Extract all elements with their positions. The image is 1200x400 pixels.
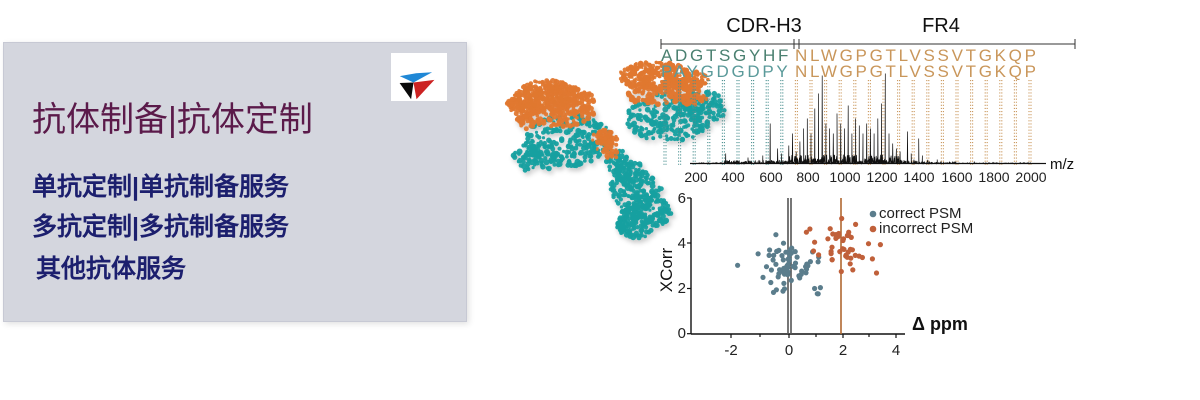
- svg-text:400: 400: [721, 169, 745, 185]
- svg-text:4: 4: [678, 235, 686, 252]
- svg-text:m/z: m/z: [1050, 156, 1074, 173]
- svg-text:6: 6: [678, 190, 686, 207]
- svg-text:2: 2: [839, 342, 847, 359]
- svg-text:2000: 2000: [1015, 169, 1046, 185]
- svg-text:4: 4: [892, 342, 900, 359]
- svg-text:NLWGPGTLVSSVTGKQP: NLWGPGTLVSSVTGKQP: [795, 62, 1039, 81]
- svg-text:200: 200: [684, 169, 708, 185]
- svg-text:XCorr: XCorr: [657, 247, 676, 292]
- svg-text:-2: -2: [724, 342, 737, 359]
- svg-text:Δ ppm: Δ ppm: [912, 314, 968, 334]
- svg-text:2: 2: [678, 280, 686, 297]
- svg-text:0: 0: [678, 325, 686, 342]
- svg-text:800: 800: [796, 169, 820, 185]
- svg-text:PAYGDGDPY: PAYGDGDPY: [661, 62, 790, 81]
- svg-text:1000: 1000: [829, 169, 860, 185]
- svg-text:1600: 1600: [941, 169, 972, 185]
- svg-text:1400: 1400: [903, 169, 934, 185]
- svg-text:incorrect PSM: incorrect PSM: [879, 220, 973, 237]
- svg-text:600: 600: [759, 169, 783, 185]
- svg-text:0: 0: [785, 342, 793, 359]
- svg-text:1200: 1200: [866, 169, 897, 185]
- svg-text:1800: 1800: [978, 169, 1009, 185]
